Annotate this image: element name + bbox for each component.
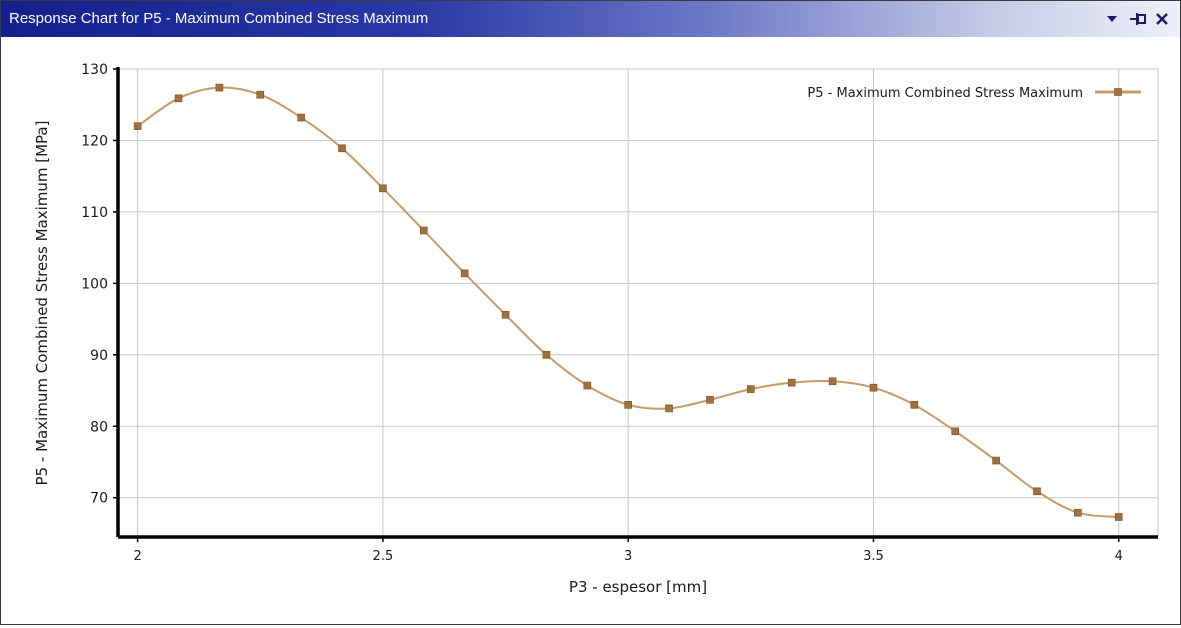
data-point	[747, 385, 755, 393]
grid-layer	[117, 68, 1159, 538]
data-point	[419, 226, 428, 235]
y-tick-label: 90	[90, 348, 108, 364]
data-point	[460, 269, 469, 278]
data-point	[665, 404, 673, 413]
y-tick-label: 100	[81, 276, 108, 292]
plot-frame	[117, 68, 1159, 538]
x-tick-label: 3.5	[863, 549, 884, 564]
pin-icon[interactable]	[1128, 9, 1148, 29]
data-point	[951, 427, 960, 436]
x-tick-label: 2	[133, 549, 141, 564]
data-point	[256, 90, 265, 99]
data-point	[1114, 513, 1123, 521]
legend-marker	[1114, 88, 1122, 96]
data-point	[583, 381, 592, 390]
chart-area: 2 2.5 3 3.5 4 70 80 90 100 110 120 130 P5 - Maximum…	[1, 38, 1180, 624]
window-titlebar: Response Chart for P5 - Maximum Combined…	[1, 1, 1180, 37]
data-point	[501, 310, 510, 319]
response-chart: 2 2.5 3 3.5 4 70 80 90 100 110 120 130 P5 - Maximum…	[33, 62, 1159, 596]
y-tick-label: 130	[81, 62, 108, 78]
data-point	[910, 401, 919, 409]
x-axis-title: P3 - espesor [mm]	[569, 578, 707, 596]
x-tick-label: 4	[1115, 549, 1123, 564]
data-point	[787, 378, 796, 387]
data-point	[624, 401, 632, 409]
data-point	[828, 377, 837, 386]
y-tick-label: 70	[90, 491, 108, 507]
y-tick-label: 120	[81, 133, 108, 149]
data-point	[869, 383, 878, 392]
legend-label: P5 - Maximum Combined Stress Maximum	[807, 86, 1083, 101]
close-icon[interactable]	[1152, 9, 1172, 29]
x-tick-label: 2.5	[373, 549, 394, 564]
data-point	[338, 144, 346, 153]
data-point	[542, 351, 551, 359]
data-point	[174, 94, 183, 103]
series-layer	[133, 83, 1123, 521]
data-point	[1033, 487, 1041, 496]
data-point	[215, 83, 224, 92]
data-point	[133, 122, 142, 130]
y-tick-label: 110	[81, 205, 108, 221]
data-point	[706, 396, 714, 404]
data-point	[297, 113, 305, 122]
data-point	[379, 184, 387, 193]
window-title: Response Chart for P5 - Maximum Combined…	[9, 10, 429, 27]
data-point	[1074, 508, 1082, 517]
y-axis-title: P5 - Maximum Combined Stress Maximum [MP…	[33, 121, 51, 486]
y-tick-label: 80	[90, 419, 108, 435]
dropdown-icon[interactable]	[1102, 9, 1122, 29]
axes-layer: 2 2.5 3 3.5 4 70 80 90 100 110 120 130	[81, 62, 1158, 564]
data-point	[992, 456, 1000, 465]
legend: P5 - Maximum Combined Stress Maximum	[807, 86, 1141, 101]
x-tick-label: 3	[624, 549, 632, 564]
